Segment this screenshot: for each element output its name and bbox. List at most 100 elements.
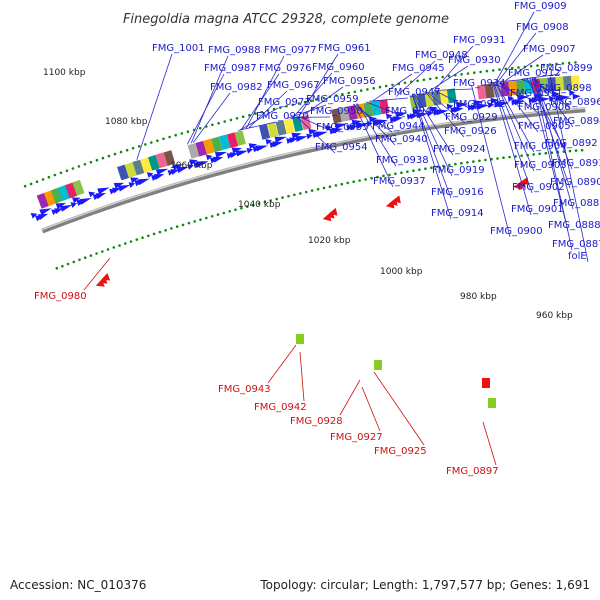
plus-strand-gene-arrow [214, 151, 228, 158]
gc-dot [241, 115, 245, 118]
plus-strand-gene-arrow [306, 133, 313, 140]
feature-block [50, 187, 64, 204]
leader-line [190, 55, 229, 144]
gene-label-minus: FMG_0928 [290, 416, 343, 427]
plus-strand-gene-arrow [265, 138, 272, 145]
gc-dot [131, 146, 135, 150]
gc-dot [479, 70, 482, 74]
gc-dot [484, 158, 487, 162]
gc-dot [517, 66, 520, 69]
gene-label-plus: FMG_0958 [310, 106, 363, 117]
plus-strand-gene-arrow [427, 110, 434, 117]
gc-dot [353, 90, 357, 94]
gene-label-plus: FMG_0946 [385, 106, 438, 117]
gc-dot [544, 151, 548, 155]
gc-dot [41, 178, 45, 181]
marker-block [374, 360, 382, 370]
gc-dot [119, 150, 123, 154]
plus-strand-gene-arrow [274, 136, 287, 143]
gc-dot [181, 223, 185, 227]
plus-strand-gene-arrow [39, 208, 52, 216]
gc-dot [347, 91, 351, 95]
kbp-tick-label: 1040 kbp [238, 200, 281, 210]
gene-label-plus: FMG_0977 [264, 45, 317, 56]
gene-label-plus: FMG_0959 [306, 94, 359, 105]
leader-line [372, 73, 413, 101]
gc-dot [222, 211, 226, 215]
leader-line-red [361, 386, 381, 432]
leader-line [297, 115, 337, 134]
gc-dot [574, 149, 578, 152]
plus-strand-gene-arrow [517, 94, 530, 101]
leader-line [413, 93, 454, 156]
gc-dot [403, 81, 407, 85]
leader-line-red [267, 344, 297, 384]
gc-dot [223, 120, 226, 123]
gc-dot [514, 155, 517, 158]
leader-line [504, 54, 544, 82]
gene-label-plus: FMG_0987 [204, 63, 257, 74]
marker-block [296, 334, 304, 344]
gene-label-plus: FMG_0912 [508, 68, 561, 79]
gc-dot [66, 262, 70, 266]
gc-dot [287, 194, 290, 198]
gc-dot [260, 110, 264, 114]
genome-summary-text: Topology: circular; Length: 1,797,577 bp… [260, 578, 590, 592]
gc-dot [293, 193, 296, 197]
leader-line [471, 85, 511, 238]
leader-line [549, 76, 589, 263]
leader-line-red [482, 421, 497, 466]
gc-dot [193, 220, 196, 223]
leader-line [529, 78, 569, 232]
gene-label-plus: FMG_0934 [453, 78, 506, 89]
feature-block [163, 150, 176, 166]
plus-strand-gene-arrow [137, 178, 150, 186]
gc-dot [388, 173, 391, 177]
gene-label-plus: FMG_0948 [415, 50, 468, 61]
gc-dot [137, 145, 141, 148]
feature-block [211, 136, 223, 153]
gc-dot [359, 89, 363, 92]
plus-strand-gene-arrow [248, 143, 258, 150]
gc-dot [55, 267, 59, 270]
gene-label-plus: FMG_0960 [312, 62, 365, 73]
feature-block [570, 75, 581, 90]
gc-dot [168, 135, 171, 139]
backbone-layer [41, 107, 586, 234]
gc-dot [211, 123, 214, 127]
gc-dot [447, 74, 451, 78]
gc-dot [235, 117, 239, 120]
gc-dot [555, 62, 558, 66]
feature-block [555, 76, 565, 92]
gc-dot [364, 178, 367, 181]
plus-strand-gene-arrow [212, 156, 224, 163]
leader-line [299, 53, 339, 116]
gc-dot [498, 68, 501, 71]
gc-dot [384, 84, 388, 88]
gene-label-plus: FMG_0967 [267, 80, 320, 91]
kbp-tick-label: 960 kbp [536, 311, 573, 321]
leader-line [136, 53, 173, 160]
gc-dot [187, 221, 191, 225]
feature-block [57, 184, 71, 201]
gene-label-plus: FMG_0988 [208, 45, 261, 56]
gc-dot [175, 225, 179, 228]
gc-dot [61, 264, 64, 268]
plus-strand-gene-arrow [172, 164, 183, 171]
kbp-tick-label: 980 kbp [460, 292, 497, 302]
plus-strand-gene-arrow [446, 103, 454, 110]
gc-dot [112, 246, 116, 249]
gene-label-minus: FMG_0927 [330, 432, 383, 443]
leader-line [531, 77, 571, 109]
plus-strand-gene-arrow [368, 116, 378, 123]
accession-text: Accession: NC_010376 [10, 578, 147, 592]
gc-dot [561, 62, 565, 65]
feature-block [283, 118, 295, 134]
gene-label-plus: FMG_0902 [512, 182, 565, 193]
plus-strand-gene-arrow [355, 123, 368, 130]
gene-label-plus: FMG_0905 [518, 121, 571, 132]
gc-dot [460, 73, 463, 76]
gene-label-plus: FMG_0945 [392, 63, 445, 74]
